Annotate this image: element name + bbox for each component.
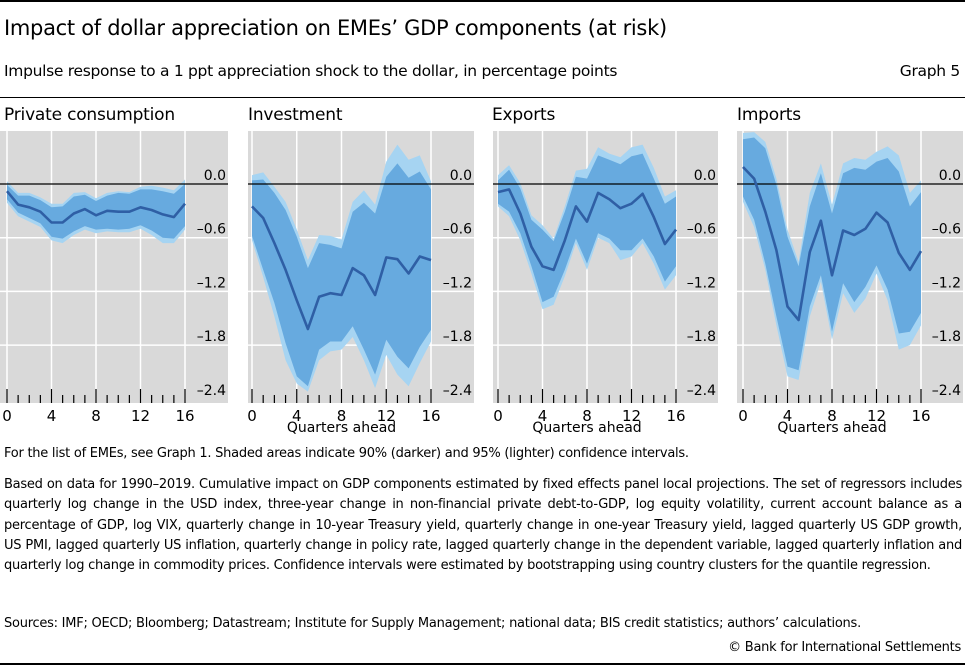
x-axis-label: Quarters ahead	[532, 420, 641, 436]
y-tick-label: –0.6	[932, 222, 961, 238]
y-tick-label: 0.0	[450, 168, 472, 184]
y-tick-label: 0.0	[939, 168, 961, 184]
x-tick-label: 8	[582, 407, 592, 425]
top-rule	[0, 0, 965, 2]
x-tick-label: 16	[421, 407, 440, 425]
chart-subtitle: Impulse response to a 1 ppt appreciation…	[4, 62, 618, 80]
y-tick-label: –2.4	[932, 383, 961, 399]
y-tick-label: –1.2	[687, 275, 716, 291]
chart-title: Impact of dollar appreciation on EMEs’ G…	[4, 16, 667, 40]
x-tick-label: 12	[867, 407, 886, 425]
x-tick-label: 8	[91, 407, 101, 425]
x-tick-label: 8	[337, 407, 347, 425]
x-tick-label: 4	[292, 407, 302, 425]
y-tick-label: –1.2	[197, 275, 226, 291]
y-tick-label: –1.8	[932, 329, 961, 345]
footnote-methodology: Based on data for 1990–2019. Cumulative …	[4, 477, 962, 574]
footnote-intervals: For the list of EMEs, see Graph 1. Shade…	[4, 446, 689, 461]
y-tick-label: –1.8	[443, 329, 472, 345]
confidence-band-90-imports	[743, 137, 921, 371]
y-tick-label: –2.4	[197, 383, 226, 399]
point-estimate-line-investment	[251, 205, 432, 331]
point-estimate-line-imports	[742, 166, 923, 322]
x-tick-label: 12	[622, 407, 641, 425]
point-estimate-line-private-consumption	[5, 190, 187, 224]
panel-background-private-consumption	[0, 131, 228, 403]
footnote-sources: Sources: IMF; OECD; Bloomberg; Datastrea…	[4, 616, 861, 631]
y-tick-label: –1.2	[443, 275, 472, 291]
y-tick-label: –2.4	[443, 383, 472, 399]
x-tick-label: 4	[538, 407, 548, 425]
confidence-band-90-private-consumption	[7, 184, 185, 239]
x-axis-label: Quarters ahead	[287, 420, 396, 436]
panel-title-investment: Investment	[248, 105, 343, 125]
x-tick-label: 4	[783, 407, 793, 425]
copyright: © Bank for International Settlements	[728, 640, 961, 655]
y-tick-label: –0.6	[443, 222, 472, 238]
x-tick-label: 16	[666, 407, 685, 425]
y-tick-label: –1.8	[687, 329, 716, 345]
graph-number: Graph 5	[899, 62, 961, 80]
panel-title-exports: Exports	[492, 105, 556, 125]
x-tick-label: 0	[2, 407, 12, 425]
x-tick-label: 0	[493, 407, 503, 425]
x-tick-label: 16	[911, 407, 930, 425]
y-tick-label: –2.4	[687, 383, 716, 399]
y-tick-label: –1.2	[932, 275, 961, 291]
x-tick-label: 12	[131, 407, 150, 425]
y-tick-label: –0.6	[687, 222, 716, 238]
x-tick-label: 12	[377, 407, 396, 425]
y-tick-label: 0.0	[694, 168, 716, 184]
bottom-rule	[0, 663, 965, 665]
confidence-band-90-investment	[252, 163, 431, 387]
panel-title-imports: Imports	[737, 105, 801, 125]
panel-title-private-consumption: Private consumption	[4, 105, 175, 125]
point-estimate-line-exports	[497, 188, 678, 272]
x-tick-label: 0	[738, 407, 748, 425]
x-tick-label: 4	[47, 407, 57, 425]
x-tick-label: 16	[175, 407, 194, 425]
y-tick-label: –0.6	[197, 222, 226, 238]
x-tick-label: 0	[247, 407, 257, 425]
x-axis-label: Quarters ahead	[777, 420, 886, 436]
chart-panels: 0.0 –0.6 –1.2 –1.8 –2.4 0 4 8 12 16 0.0 –0.6 –1.2 –1.…	[0, 131, 963, 436]
y-tick-label: 0.0	[204, 168, 226, 184]
y-tick-label: –1.8	[197, 329, 226, 345]
header-rule	[0, 97, 965, 98]
x-tick-label: 8	[827, 407, 837, 425]
